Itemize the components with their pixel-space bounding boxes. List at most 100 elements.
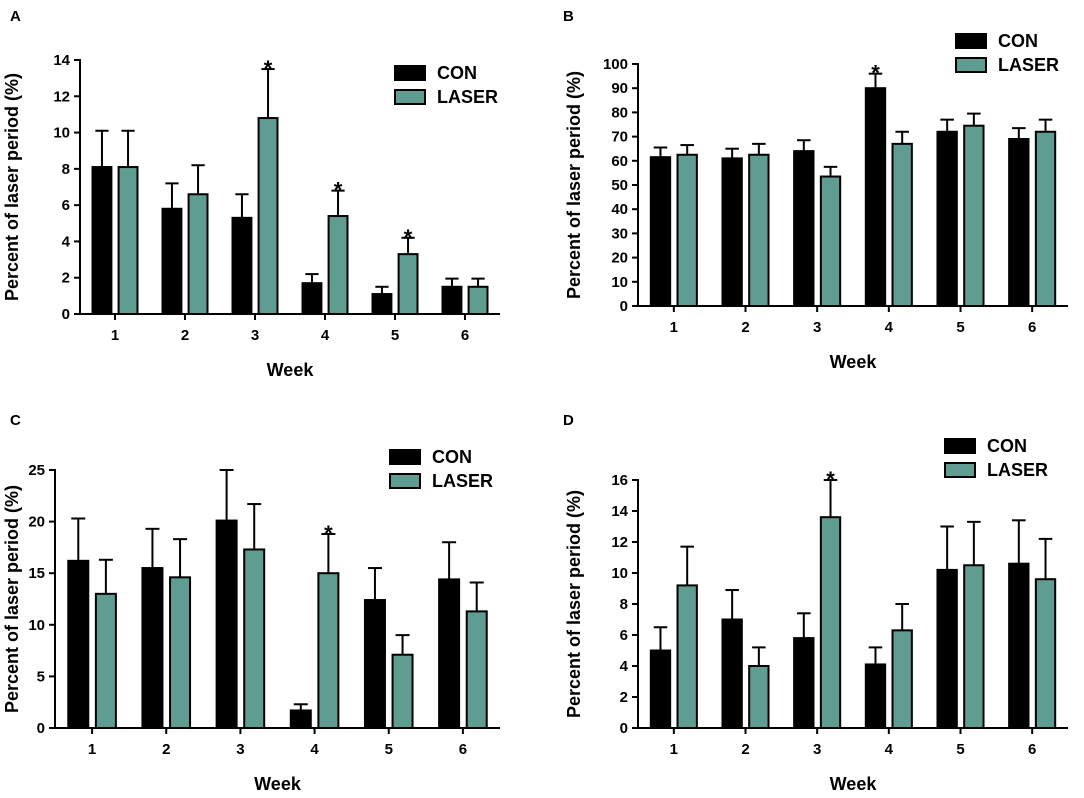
bar-con-week-4 — [864, 87, 887, 307]
bar-laser-week-6 — [1034, 130, 1057, 307]
bar-laser-week-3 — [257, 117, 279, 315]
significance-asterisk: * — [871, 61, 880, 86]
x-tick-label: 4 — [885, 319, 894, 336]
x-tick-label: 6 — [1028, 319, 1036, 336]
x-tick-label: 1 — [88, 741, 96, 758]
y-tick-label: 10 — [28, 617, 45, 634]
y-tick-label: 5 — [37, 668, 45, 685]
x-axis-title: Week — [830, 774, 878, 794]
x-tick-label: 6 — [459, 741, 467, 758]
legend-label-laser: LASER — [432, 471, 493, 491]
y-tick-label: 14 — [53, 52, 70, 69]
bar-con-week-3 — [231, 216, 253, 315]
x-tick-label: 2 — [741, 741, 749, 758]
x-axis-title: Week — [267, 360, 315, 380]
panel-letter: A — [10, 8, 21, 25]
x-tick-label: 3 — [813, 741, 821, 758]
y-tick-label: 25 — [28, 462, 45, 479]
bar-con-week-3 — [793, 150, 815, 307]
y-axis-title: Percent of laser period (%) — [2, 485, 22, 713]
significance-asterisk: * — [334, 178, 343, 203]
legend-swatch-con — [394, 65, 426, 81]
legend-swatch-con — [389, 449, 421, 465]
bar-con-week-2 — [721, 157, 743, 307]
bar-con-week-1 — [67, 559, 90, 729]
y-axis-title: Percent of laser period (%) — [564, 490, 584, 718]
y-tick-label: 4 — [620, 658, 629, 675]
panel-letter: C — [10, 412, 21, 429]
y-tick-label: 30 — [611, 225, 628, 242]
bar-laser-week-1 — [117, 166, 139, 315]
legend-label-laser: LASER — [437, 87, 498, 107]
x-tick-label: 5 — [956, 319, 964, 336]
bar-laser-week-2 — [748, 665, 770, 729]
bar-con-week-4 — [301, 282, 323, 315]
bar-laser-week-2 — [169, 576, 192, 729]
legend-label-con: CON — [437, 63, 477, 83]
y-tick-label: 20 — [28, 514, 45, 531]
bar-laser-week-3 — [243, 548, 266, 729]
y-tick-label: 0 — [620, 720, 628, 737]
bar-laser-week-5 — [963, 564, 985, 729]
bar-laser-week-1 — [94, 592, 117, 730]
panel-letter: B — [563, 8, 574, 25]
significance-asterisk: * — [264, 56, 273, 81]
chart-panel-b: B 0 10 20 30 40 50 60 70 80 90 100 Percent of laser … — [563, 8, 1068, 372]
y-tick-label: 10 — [611, 565, 628, 582]
bar-con-week-6 — [441, 285, 463, 315]
bar-con-week-5 — [936, 568, 958, 730]
y-tick-label: 0 — [62, 306, 70, 323]
y-tick-label: 6 — [62, 197, 70, 214]
bar-laser-week-2 — [187, 193, 209, 315]
legend: CON LASER — [955, 31, 1059, 75]
bar-laser-week-2 — [748, 153, 770, 307]
x-tick-label: 4 — [885, 741, 894, 758]
legend-swatch-laser — [955, 57, 987, 73]
bar-con-week-5 — [936, 130, 958, 307]
bar-con-week-2 — [141, 567, 164, 729]
bar-con-week-1 — [91, 166, 113, 315]
x-tick-label: 2 — [181, 327, 189, 344]
bar-con-week-4 — [289, 709, 312, 729]
bar-con-week-4 — [864, 663, 887, 730]
y-tick-label: 12 — [53, 88, 70, 105]
bar-con-week-1 — [649, 156, 672, 307]
x-tick-label: 6 — [1028, 741, 1036, 758]
significance-asterisk: * — [404, 225, 413, 250]
legend-label-con: CON — [432, 447, 472, 467]
y-tick-label: 10 — [611, 274, 628, 291]
bar-con-week-5 — [363, 599, 386, 729]
legend-label-con: CON — [998, 31, 1038, 51]
x-tick-label: 1 — [670, 741, 678, 758]
legend-label-laser: LASER — [998, 55, 1059, 75]
x-tick-label: 5 — [956, 741, 964, 758]
x-tick-label: 2 — [741, 319, 749, 336]
bar-con-week-2 — [721, 618, 743, 729]
bar-laser-week-1 — [676, 153, 698, 307]
x-axis-title: Week — [830, 352, 878, 372]
y-tick-label: 0 — [620, 298, 628, 315]
legend-label-con: CON — [987, 436, 1027, 456]
legend-swatch-laser — [389, 473, 421, 489]
significance-asterisk: * — [826, 467, 835, 492]
legend-swatch-con — [955, 33, 987, 49]
legend-swatch-laser — [394, 89, 426, 105]
bar-con-week-2 — [161, 207, 183, 315]
legend: CON LASER — [944, 436, 1048, 480]
bar-laser-week-4 — [891, 142, 913, 307]
y-tick-label: 2 — [620, 689, 628, 706]
bar-laser-week-3 — [819, 175, 842, 307]
y-axis-title: Percent of laser period (%) — [2, 73, 22, 301]
bar-laser-week-4 — [891, 629, 913, 729]
x-tick-label: 5 — [391, 327, 399, 344]
y-tick-label: 8 — [620, 596, 628, 613]
x-tick-label: 6 — [461, 327, 469, 344]
bar-laser-week-6 — [1034, 578, 1057, 730]
y-tick-label: 70 — [611, 129, 628, 146]
bar-laser-week-1 — [676, 584, 698, 730]
x-tick-label: 3 — [813, 319, 821, 336]
bar-laser-week-4 — [327, 215, 349, 315]
